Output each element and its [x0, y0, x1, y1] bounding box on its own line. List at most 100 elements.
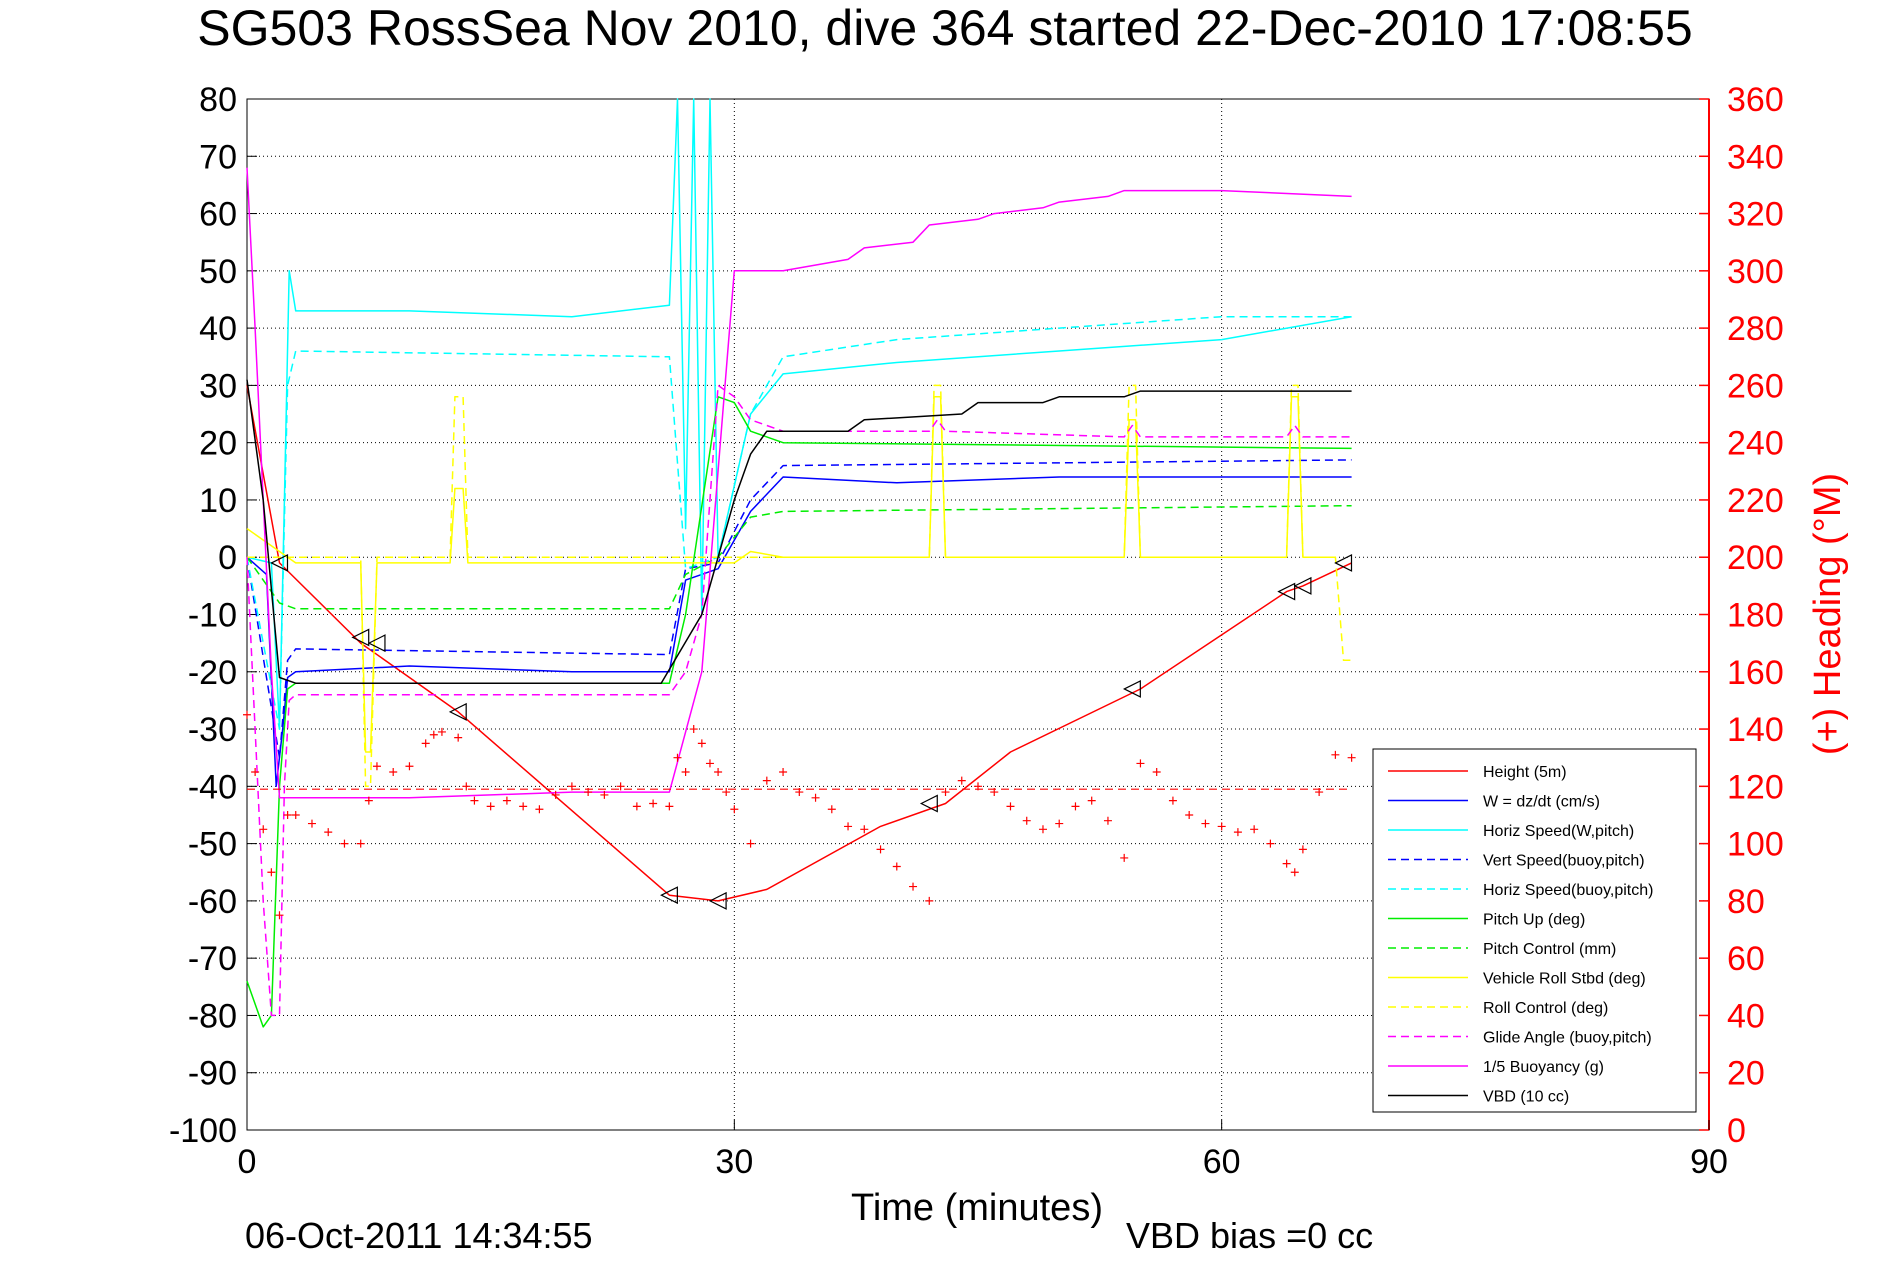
heading-point — [429, 730, 438, 739]
y2-tick-label: 240 — [1727, 425, 1784, 463]
y2-tick-label: 140 — [1727, 711, 1784, 749]
heading-point — [1290, 868, 1299, 877]
right-axis-ticks: 3603403203002802602402202001801601401201… — [1699, 81, 1784, 1150]
x-tick-label: 60 — [1203, 1143, 1241, 1181]
heading-point — [551, 790, 560, 799]
heading-point — [1347, 753, 1356, 762]
series-line-0 — [246, 385, 1352, 902]
heading-point — [600, 790, 609, 799]
triangle-marker — [660, 886, 678, 905]
heading-point — [860, 825, 869, 834]
series-line-2 — [246, 98, 1352, 730]
heading-point — [389, 768, 398, 777]
heading-point — [1217, 822, 1226, 831]
y-tick-label: 30 — [199, 367, 237, 405]
legend-box — [1372, 748, 1697, 1113]
heading-point — [1266, 839, 1275, 848]
y-tick-label: -80 — [188, 997, 237, 1035]
triangle-marker — [1293, 576, 1312, 595]
legend-label-8: Roll Control (deg) — [1483, 1000, 1608, 1017]
y2-tick-label: 60 — [1727, 940, 1765, 978]
heading-point — [1055, 819, 1064, 828]
heading-point — [340, 839, 349, 848]
series-line-6 — [246, 504, 1352, 610]
y-tick-label: -10 — [188, 597, 237, 635]
legend-label-5: Pitch Up (deg) — [1483, 912, 1585, 929]
legend: Height (5m) W = dz/dt (cm/s) Horiz Speed(W… — [1372, 748, 1697, 1113]
y-tick-label: 10 — [199, 482, 237, 520]
heading-point — [356, 839, 365, 848]
heading-point — [267, 868, 276, 877]
heading-point — [567, 782, 576, 791]
heading-point — [779, 768, 788, 777]
x-tick-label: 0 — [238, 1143, 257, 1181]
heading-point — [421, 739, 430, 748]
y2-tick-label: 320 — [1727, 196, 1784, 234]
y2-tick-label: 300 — [1727, 253, 1784, 291]
y-tick-label: 70 — [199, 138, 237, 176]
heading-point — [649, 799, 658, 808]
chart-title: SG503 RossSea Nov 2010, dive 364 started… — [197, 0, 1692, 56]
triangle-marker — [1122, 679, 1141, 698]
heading-point — [1315, 788, 1324, 797]
triangle-marker — [367, 634, 386, 653]
heading-point — [632, 802, 641, 811]
left-axis-ticks: 80 70 60 50 40 30 20 10 0 -10 -20 -30 -40 -50 -60 -70 -8… — [169, 81, 257, 1150]
y-tick-label: -100 — [169, 1112, 237, 1150]
heading-point — [454, 733, 463, 742]
heading-point — [251, 768, 260, 777]
heading-point — [730, 805, 739, 814]
legend-label-7: Vehicle Roll Stbd (deg) — [1483, 971, 1646, 988]
heading-point — [259, 825, 268, 834]
triangle-marker — [448, 702, 467, 721]
series-line-7 — [246, 396, 1336, 753]
heading-point — [909, 882, 918, 891]
series-line-9 — [246, 384, 1352, 1017]
legend-label-11: VBD (10 cc) — [1483, 1089, 1569, 1106]
heading-point — [502, 796, 511, 805]
x-axis-label: Time (minutes) — [851, 1187, 1103, 1229]
x-tick-label: 30 — [715, 1143, 753, 1181]
heading-point — [665, 802, 674, 811]
heading-point — [925, 896, 934, 905]
heading-point — [437, 727, 446, 736]
heading-point — [811, 793, 820, 802]
series-line-4 — [246, 315, 1352, 730]
heading-point — [746, 839, 755, 848]
heading-point — [876, 845, 885, 854]
heading-point — [1168, 796, 1177, 805]
heading-point — [1201, 819, 1210, 828]
heading-point — [307, 819, 316, 828]
heading-point — [519, 802, 528, 811]
heading-point — [486, 802, 495, 811]
y2-tick-label: 120 — [1727, 768, 1784, 806]
y2-tick-label: 280 — [1727, 310, 1784, 348]
heading-point — [957, 776, 966, 785]
right-axis-label: (+) Heading (°M) — [1807, 473, 1849, 755]
heading-point — [405, 762, 414, 771]
heading-point — [584, 788, 593, 797]
heading-point — [705, 759, 714, 768]
heading-point — [1006, 802, 1015, 811]
y-tick-label: -40 — [188, 768, 237, 806]
heading-point — [697, 739, 706, 748]
y2-tick-label: 360 — [1727, 81, 1784, 119]
heading-point — [364, 796, 373, 805]
heading-point — [795, 788, 804, 797]
y-tick-label: -70 — [188, 940, 237, 978]
y-tick-label: -30 — [188, 711, 237, 749]
heading-point — [291, 810, 300, 819]
legend-label-4: Horiz Speed(buoy,pitch) — [1483, 882, 1653, 899]
y-tick-label: 50 — [199, 253, 237, 291]
y2-tick-label: 20 — [1727, 1055, 1765, 1093]
y-tick-label: -90 — [188, 1055, 237, 1093]
series-line-8 — [247, 384, 1352, 788]
heading-markers — [243, 710, 1356, 920]
y2-tick-label: 80 — [1727, 883, 1765, 921]
heading-point — [324, 828, 333, 837]
heading-point — [892, 862, 901, 871]
heading-point — [1120, 853, 1129, 862]
heading-point — [1152, 768, 1161, 777]
triangle-marker — [919, 794, 938, 813]
y2-tick-label: 180 — [1727, 597, 1784, 635]
